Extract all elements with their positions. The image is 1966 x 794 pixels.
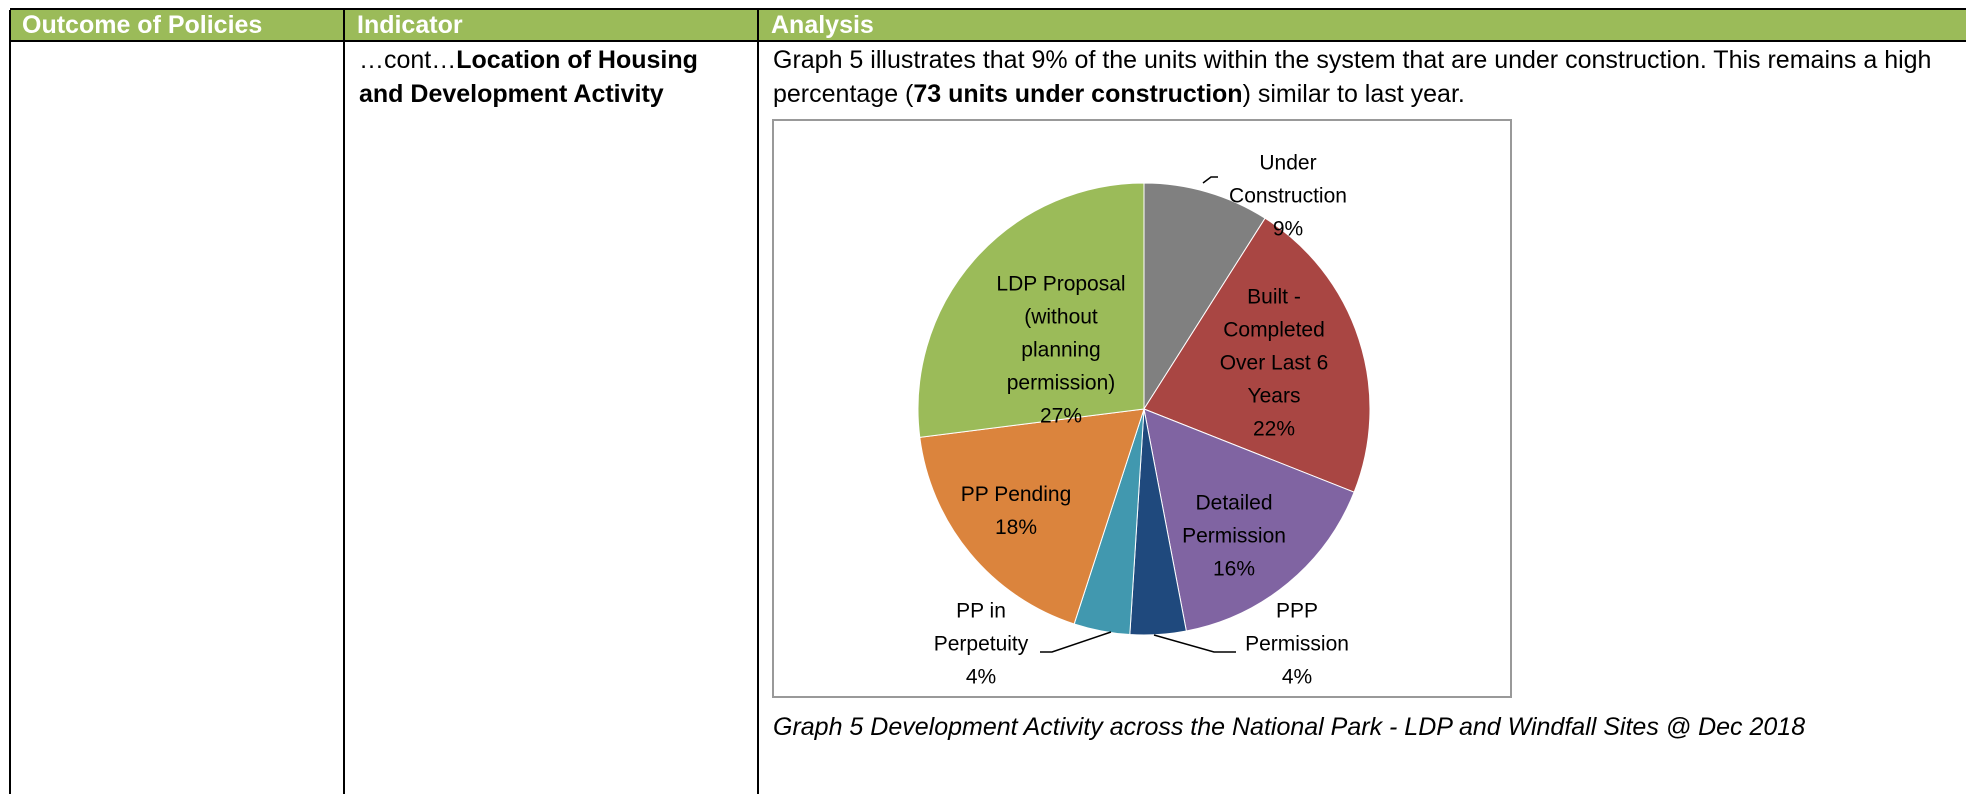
category-label: Detailed Permission [1182, 491, 1286, 548]
category-label: PP in Perpetuity [933, 599, 1029, 656]
pie-slice [1143, 182, 1266, 411]
analysis-part: ) similar to last year. [1242, 80, 1465, 108]
top-rule [10, 8, 1966, 10]
value-label: 9% [1272, 217, 1304, 241]
category-label: PP Pending [960, 483, 1072, 506]
leader-line [1040, 631, 1112, 653]
category-label: Under Construction [1229, 151, 1347, 208]
indicator-prefix: …cont… [359, 46, 457, 74]
value-label: 18% [994, 516, 1038, 539]
value-label: 22% [1252, 417, 1296, 441]
header-cell: Analysis [759, 10, 1966, 40]
pie-slice [917, 182, 1145, 438]
indicator-title: Location of Housing and Development Acti… [359, 46, 698, 108]
slice-label: PP Pending 18% [941, 478, 1091, 544]
value-label: 4% [965, 665, 997, 689]
column-border [343, 10, 345, 794]
header-cell: Indicator [345, 10, 759, 40]
value-label: 16% [1212, 557, 1256, 581]
category-label: LDP Proposal (without planning permissio… [996, 272, 1126, 395]
category-label: PPP Permission [1245, 599, 1349, 656]
pie-slice [1143, 217, 1371, 493]
analysis-bold: 73 units under construction [913, 80, 1243, 108]
analysis-text: Graph 5 illustrates that 9% of the units… [773, 43, 1953, 111]
slice-label: PPP Permission 4% [1232, 595, 1362, 694]
header-cell: Outcome of Policies [10, 10, 345, 40]
pie-slice [1143, 408, 1355, 632]
slice-label: PP in Perpetuity 4% [916, 595, 1046, 694]
value-label: 4% [1281, 665, 1313, 689]
leader-line [1153, 634, 1236, 653]
column-border [9, 10, 11, 794]
analysis-part: Graph 5 illustrates that 9% of the units… [773, 46, 1932, 108]
leader-line [1202, 176, 1218, 184]
pie-slice [919, 408, 1145, 625]
slice-label: Under Construction 9% [1223, 147, 1353, 246]
slice-label: Detailed Permission 16% [1164, 487, 1304, 586]
pie-chart [917, 176, 1371, 653]
slice-label: LDP Proposal (without planning permissio… [991, 268, 1131, 433]
category-label: Built - Completed Over Last 6 Years [1219, 285, 1329, 408]
caption: Graph 5 Development Activity across the … [773, 713, 1806, 741]
column-border [757, 10, 759, 794]
chart: Under Construction 9% Built - Completed Ov… [772, 119, 1512, 698]
header-rule [10, 40, 1966, 42]
slice-label: Built - Completed Over Last 6 Years 22% [1199, 281, 1349, 446]
indicator-text: …cont…Location of Housing and Developmen… [359, 43, 749, 111]
value-label: 27% [1039, 404, 1083, 428]
